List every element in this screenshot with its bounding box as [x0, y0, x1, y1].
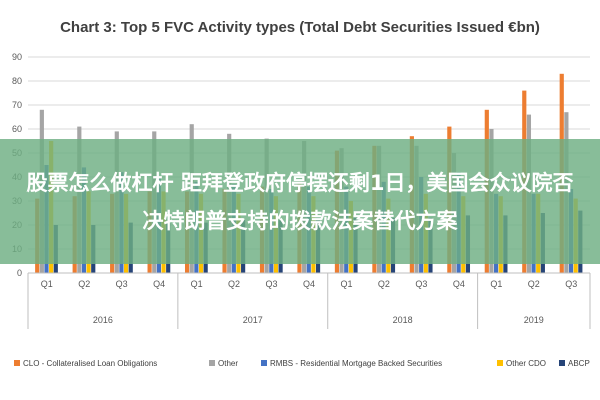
legend-label: Other CDO	[506, 359, 546, 368]
y-tick-label: 80	[12, 76, 22, 86]
x-group-label: 2016	[93, 315, 113, 325]
x-group-label: 2017	[243, 315, 263, 325]
x-tick-label: Q3	[415, 279, 427, 289]
legend-swatch	[559, 360, 565, 366]
x-tick-label: Q4	[303, 279, 315, 289]
y-tick-label: 60	[12, 124, 22, 134]
x-tick-label: Q2	[228, 279, 240, 289]
x-tick-label: Q2	[78, 279, 90, 289]
legend-label: Other	[218, 359, 238, 368]
x-tick-label: Q2	[378, 279, 390, 289]
legend-label: ABCP	[568, 359, 590, 368]
chart-title: Chart 3: Top 5 FVC Activity types (Total…	[60, 19, 540, 36]
legend-swatch	[497, 360, 503, 366]
y-tick-label: 0	[17, 268, 22, 278]
legend-label: CLO - Collateralised Loan Obligations	[23, 359, 157, 368]
x-tick-label: Q1	[340, 279, 352, 289]
x-tick-label: Q1	[191, 279, 203, 289]
overlay-banner: 股票怎么做杠杆 距拜登政府停摆还剩1日，美国会众议院否决特朗普支持的拨款法案替代…	[0, 139, 600, 264]
x-tick-label: Q3	[565, 279, 577, 289]
x-tick-label: Q3	[266, 279, 278, 289]
x-tick-label: Q4	[453, 279, 465, 289]
overlay-text: 股票怎么做杠杆 距拜登政府停摆还剩1日，美国会众议院否决特朗普支持的拨款法案替代…	[26, 170, 574, 233]
axes: Q1 Q2 Q3 Q4 Q1 Q2 Q3 Q4 Q1 Q2 Q3 Q4 Q1 Q2 Q3 2016 2017 20…	[27, 272, 591, 329]
y-tick-label: 90	[12, 52, 22, 62]
x-group-label: 2018	[393, 315, 413, 325]
legend-swatch	[261, 360, 267, 366]
legend-swatch	[209, 360, 215, 366]
x-tick-label: Q1	[41, 279, 53, 289]
legend-label: RMBS - Residential Mortgage Backed Secur…	[270, 359, 442, 368]
legend-swatch	[14, 360, 20, 366]
x-tick-label: Q2	[528, 279, 540, 289]
x-tick-label: Q4	[153, 279, 165, 289]
x-tick-label: Q1	[490, 279, 502, 289]
legend: CLO - Collateralised Loan Obligations Oth…	[14, 359, 590, 368]
x-tick-label: Q3	[116, 279, 128, 289]
x-group-label: 2019	[524, 315, 544, 325]
y-tick-label: 70	[12, 100, 22, 110]
